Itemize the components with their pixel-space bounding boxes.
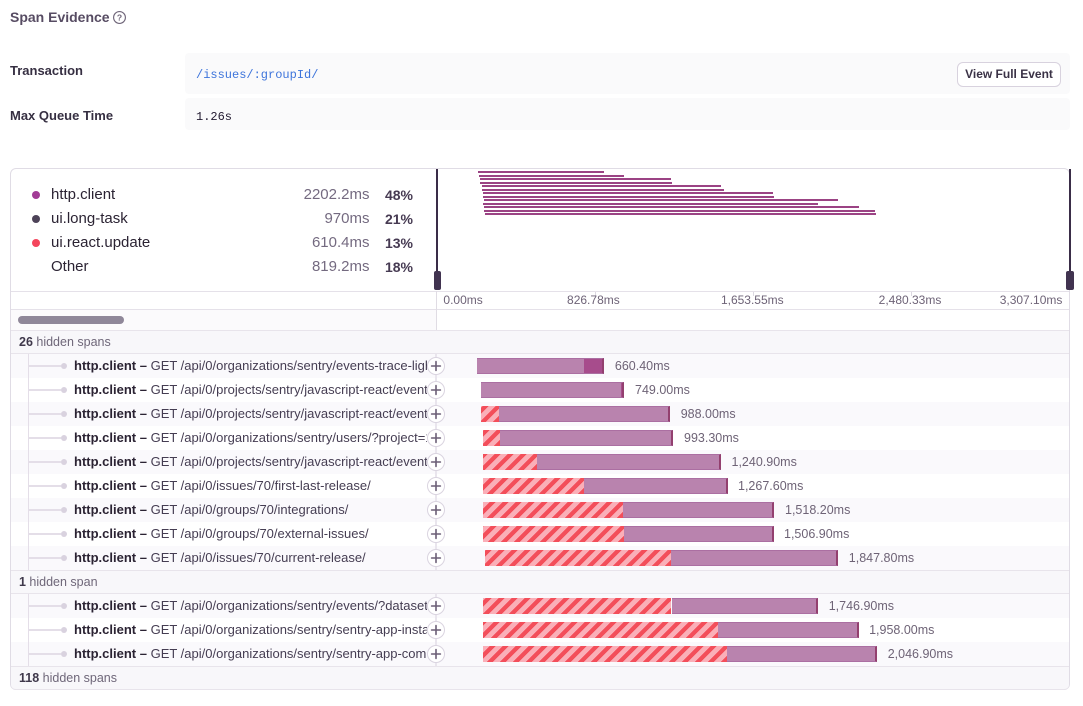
svg-text:?: ?	[117, 13, 122, 23]
